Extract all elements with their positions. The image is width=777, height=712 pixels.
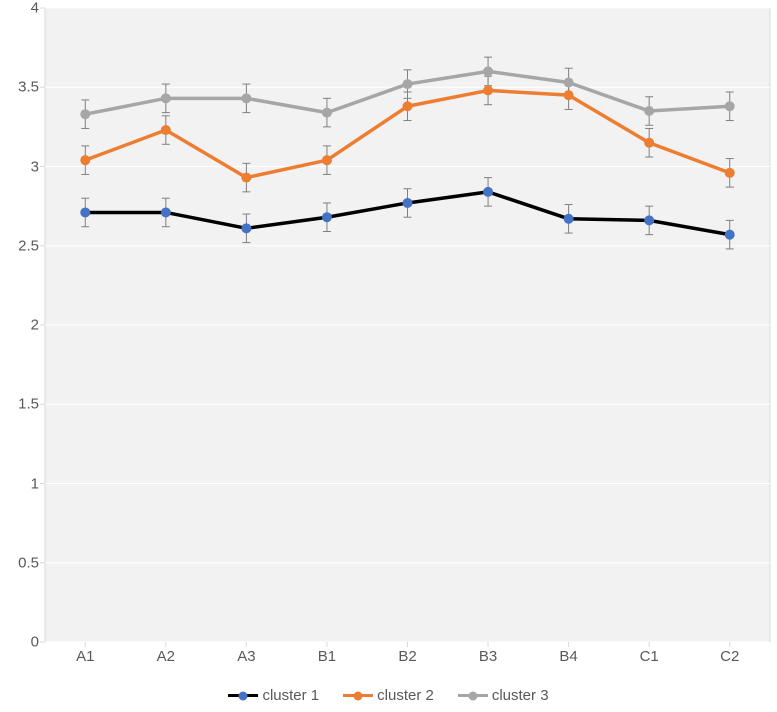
cluster-line-chart: 00.511.522.533.54A1A2A3B1B2B3B4C1C2 clus… xyxy=(0,0,777,712)
legend-item: cluster 1 xyxy=(228,687,319,704)
legend-item: cluster 2 xyxy=(343,687,434,704)
legend-swatch xyxy=(228,690,258,702)
legend-swatch xyxy=(458,690,488,702)
legend-label: cluster 3 xyxy=(492,687,549,704)
legend-label: cluster 1 xyxy=(262,687,319,704)
legend: cluster 1 cluster 2 cluster 3 xyxy=(0,687,777,704)
legend-item: cluster 3 xyxy=(458,687,549,704)
legend-label: cluster 2 xyxy=(377,687,434,704)
legend-swatch xyxy=(343,690,373,702)
plot-area: 00.511.522.533.54A1A2A3B1B2B3B4C1C2 xyxy=(45,8,770,642)
